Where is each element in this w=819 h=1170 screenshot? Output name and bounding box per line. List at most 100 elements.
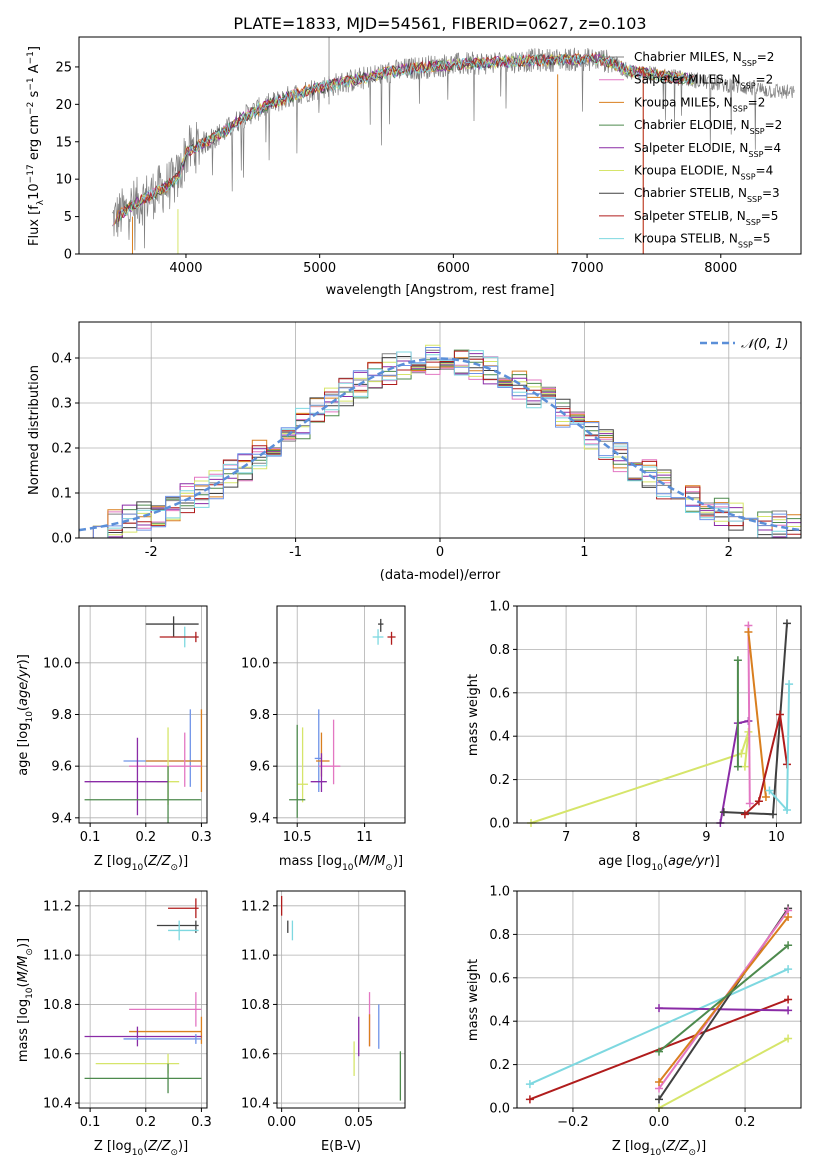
x-tick-label: 7000 [571, 261, 604, 276]
y-tick-label: 9.8 [249, 708, 270, 723]
weight-marker [782, 805, 791, 814]
weight-marker [784, 913, 793, 922]
model-spectrum-line [113, 53, 694, 226]
x-tick-label: 0.2 [135, 1115, 156, 1130]
weight-line [658, 1007, 789, 1012]
y-tick-label: 0.4 [489, 1015, 510, 1030]
plot-spectrum: Chabrier MILES, NSSP=2 Salpeter MILES, NS… [26, 36, 802, 298]
y-tick-label: 0.8 [489, 928, 510, 943]
weight-marker [719, 808, 728, 817]
weight-marker [754, 797, 763, 806]
x-tick-label: 0.1 [80, 1115, 101, 1130]
plot-area [289, 618, 396, 818]
y-tick-label: 10.6 [241, 1047, 270, 1062]
weight-marker [655, 1047, 663, 1056]
y-tick-label: 11.2 [43, 899, 72, 914]
axes-frame [78, 890, 208, 1109]
x-tick-label: 9 [702, 830, 710, 845]
x-tick-label: 0.0 [649, 1115, 670, 1130]
weight-marker [765, 786, 774, 795]
x-tick-label: -2 [145, 545, 158, 560]
weight-marker [784, 965, 793, 974]
x-tick-label: 10 [768, 830, 785, 845]
x-tick-label: 2 [725, 545, 733, 560]
y-tick-label: 0.4 [489, 730, 510, 745]
legend-label: Chabrier STELIB, NSSP=3 [634, 186, 780, 204]
y-tick-label: 10.4 [241, 1097, 270, 1112]
y-tick-label: 0.3 [51, 397, 72, 412]
x-axis-label: (data-model)/error [380, 568, 501, 583]
y-tick-label: 10.8 [241, 998, 270, 1013]
y-tick-label: 0.6 [489, 686, 510, 701]
y-tick-label: 0 [64, 248, 72, 263]
y-tick-label: 0.1 [51, 487, 72, 502]
y-tick-label: 0.6 [489, 971, 510, 986]
axes-frame [78, 36, 802, 255]
weight-marker [655, 1077, 663, 1086]
x-axis-label: Z [log10(Z/Z⊙)] [94, 854, 188, 873]
y-tick-label: 0.2 [489, 1058, 510, 1073]
y-tick-label: 25 [55, 60, 72, 75]
y-axis-label: mass weight [466, 674, 481, 756]
weight-line [747, 625, 751, 804]
legend-label: Salpeter MILES, NSSP=2 [634, 73, 773, 91]
weight-marker [655, 1095, 663, 1104]
weight-marker [740, 810, 749, 819]
x-tick-label: 6000 [437, 261, 470, 276]
y-tick-label: 10.0 [43, 656, 72, 671]
x-axis-label: E(B-V) [321, 1139, 361, 1154]
weight-line [529, 968, 789, 1086]
x-tick-label: 5000 [303, 261, 336, 276]
y-tick-label: 11.0 [241, 949, 270, 964]
model-spectrum-line [119, 53, 694, 221]
x-tick-label: 0 [436, 545, 444, 560]
plot-area [78, 344, 802, 539]
weight-marker [655, 1004, 663, 1013]
y-tick-label: 0.0 [489, 817, 510, 832]
plot-mass_vs_Z: 0.1 0.2 0.3 10.4 10.6 10.8 11.0 11.2 Z [log10(Z/… [16, 890, 212, 1158]
y-tick-label: 0.4 [51, 352, 72, 367]
weight-marker [785, 680, 794, 689]
legend-label: Salpeter ELODIE, NSSP=4 [634, 141, 781, 159]
x-tick-label: 0.3 [191, 1115, 212, 1130]
figure-title: PLATE=1833, MJD=54561, FIBERID=0627, z=0… [233, 14, 646, 33]
plot-age_vs_Z: 0.1 0.2 0.3 9.4 9.6 9.8 10.0 Z [log10(Z/Z⊙)] age… [16, 605, 212, 873]
legend-label: Kroupa ELODIE, NSSP=4 [634, 164, 773, 182]
model-spectrum-line [118, 52, 694, 222]
weight-marker [525, 1080, 534, 1089]
y-tick-label: 1.0 [489, 885, 510, 900]
y-tick-label: 11.2 [241, 899, 270, 914]
weight-marker [768, 810, 777, 819]
x-axis-label: Z [log10(Z/Z⊙)] [612, 1139, 706, 1158]
plot-area [84, 898, 203, 1094]
y-axis-label: age [log10(age/yr)] [16, 654, 35, 776]
y-tick-label: 10.8 [43, 998, 72, 1013]
axes-frame [276, 890, 406, 1109]
y-tick-label: 9.6 [51, 760, 72, 775]
x-tick-label: 0.00 [267, 1115, 296, 1130]
y-tick-label: 5 [64, 210, 72, 225]
weight-line [530, 731, 750, 824]
y-tick-label: 10.0 [241, 656, 270, 671]
x-tick-label: 8000 [704, 261, 737, 276]
x-tick-label: 1 [580, 545, 588, 560]
weight-marker [525, 1095, 534, 1104]
x-tick-label: 4000 [169, 261, 202, 276]
x-tick-label: -1 [289, 545, 302, 560]
x-tick-label: 0.05 [344, 1115, 373, 1130]
weight-line [658, 944, 789, 1053]
y-tick-label: 0.8 [489, 643, 510, 658]
x-tick-label: 10.5 [283, 830, 312, 845]
y-tick-label: 15 [55, 135, 72, 150]
y-axis-label: mass [log10(M/M⊙)] [16, 938, 35, 1062]
plot-area [280, 895, 402, 1101]
weight-marker [784, 995, 793, 1004]
x-tick-label: 0.2 [135, 830, 156, 845]
weight-marker [784, 1034, 793, 1043]
weight-marker [733, 762, 742, 771]
x-axis-label: Z [log10(Z/Z⊙)] [94, 1139, 188, 1158]
weight-marker [740, 762, 749, 771]
plot-mass_vs_ebv: 0.00 0.05 10.4 10.6 10.8 11.0 11.2 E(B-V) [241, 890, 406, 1154]
y-tick-label: 11.0 [43, 949, 72, 964]
